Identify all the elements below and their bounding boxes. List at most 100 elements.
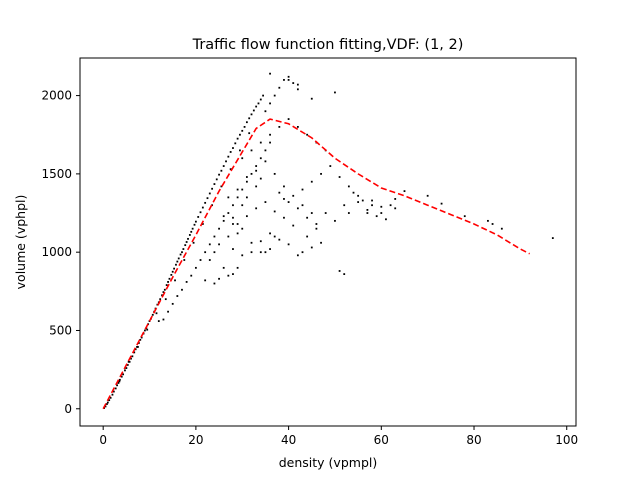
scatter-point: [167, 281, 169, 283]
x-tick-label: 0: [99, 433, 107, 447]
scatter-point: [185, 241, 188, 243]
scatter-point: [403, 190, 406, 193]
axes-frame: [79, 57, 577, 427]
scatter-point: [213, 235, 216, 238]
plot-data: [102, 72, 554, 410]
scatter-point: [204, 201, 207, 204]
scatter-point: [208, 243, 211, 246]
x-tick-label: 40: [281, 433, 296, 447]
scatter-point: [239, 133, 241, 136]
y-tick-label: 0: [64, 402, 72, 416]
scatter-point: [236, 232, 239, 235]
scatter-point: [375, 215, 378, 218]
scatter-point: [162, 291, 165, 294]
scatter-point: [255, 169, 258, 172]
scatter-point: [338, 176, 341, 178]
scatter-point: [283, 185, 285, 188]
scatter-point: [273, 235, 276, 238]
scatter-point: [440, 202, 443, 205]
scatter-point: [211, 187, 214, 190]
scatter-point: [301, 251, 304, 254]
scatter-point: [259, 251, 262, 254]
scatter-point: [264, 160, 267, 163]
scatter-point: [306, 133, 309, 136]
scatter-point: [259, 177, 262, 180]
scatter-point: [188, 234, 191, 236]
scatter-point: [192, 241, 195, 244]
scatter-point: [128, 360, 131, 363]
scatter-point: [262, 94, 264, 97]
scatter-point: [155, 312, 158, 315]
scatter-point: [394, 198, 397, 200]
scatter-point: [334, 219, 336, 222]
scatter-point: [225, 160, 227, 163]
scatter-point: [264, 201, 267, 203]
scatter-point: [259, 240, 262, 243]
scatter-point: [220, 185, 223, 188]
scatter-point: [236, 137, 239, 140]
scatter-point: [236, 196, 239, 199]
scatter-point: [184, 244, 187, 247]
scatter-point: [106, 401, 109, 404]
scatter-point: [105, 403, 108, 405]
scatter-point: [500, 227, 503, 230]
scatter-point: [463, 215, 466, 218]
scatter-point: [193, 223, 196, 226]
x-tick-label: 80: [466, 433, 481, 447]
scatter-point: [352, 191, 355, 194]
scatter-point: [287, 79, 290, 81]
scatter-point: [104, 405, 107, 408]
scatter-point: [371, 199, 373, 202]
scatter-point: [232, 248, 234, 250]
scatter-point: [151, 313, 154, 316]
scatter-point: [227, 196, 230, 199]
scatter-point: [255, 105, 258, 108]
scatter-point: [144, 329, 146, 332]
y-tick-label: 1500: [41, 167, 72, 181]
scatter-point: [232, 223, 234, 225]
scatter-point: [315, 227, 318, 230]
scatter-point: [245, 176, 248, 178]
scatter-point: [174, 279, 176, 282]
scatter-point: [283, 79, 285, 81]
scatter-point: [241, 129, 244, 132]
scatter-point: [204, 279, 207, 282]
scatter-point: [126, 364, 129, 366]
scatter-point: [273, 172, 276, 175]
scatter-point: [380, 212, 383, 214]
chart-title: Traffic flow function fitting,VDF: (1, 2…: [192, 37, 464, 53]
scatter-point: [208, 259, 211, 261]
scatter-point: [222, 215, 225, 218]
scatter-point: [287, 201, 290, 203]
scatter-point: [112, 390, 115, 393]
scatter-point: [183, 259, 186, 261]
scatter-point: [118, 380, 121, 383]
fitted-curve-line: [102, 118, 531, 410]
scatter-point: [201, 223, 204, 225]
scatter-point: [175, 263, 177, 266]
scatter-point: [296, 126, 299, 128]
scatter-point: [168, 277, 171, 280]
scatter-point: [232, 273, 234, 275]
scatter-point: [269, 232, 271, 235]
scatter-point: [213, 251, 216, 254]
scatter-point: [255, 185, 258, 188]
scatter-point: [269, 141, 271, 144]
scatter-point: [125, 367, 128, 369]
scatter-point: [245, 196, 248, 199]
scatter-point: [320, 241, 322, 244]
scatter-point: [171, 302, 174, 305]
scatter-point: [245, 180, 248, 183]
scatter-point: [108, 399, 111, 402]
scatter-point: [347, 212, 350, 214]
scatter-point: [194, 266, 197, 269]
scatter-point: [296, 207, 299, 210]
scatter-point: [116, 384, 118, 387]
scatter-point: [259, 141, 262, 144]
scatter-point: [248, 132, 251, 135]
scatter-point: [241, 188, 244, 191]
scatter-point: [227, 155, 230, 158]
scatter-point: [250, 251, 253, 254]
scatter-point: [159, 298, 162, 301]
